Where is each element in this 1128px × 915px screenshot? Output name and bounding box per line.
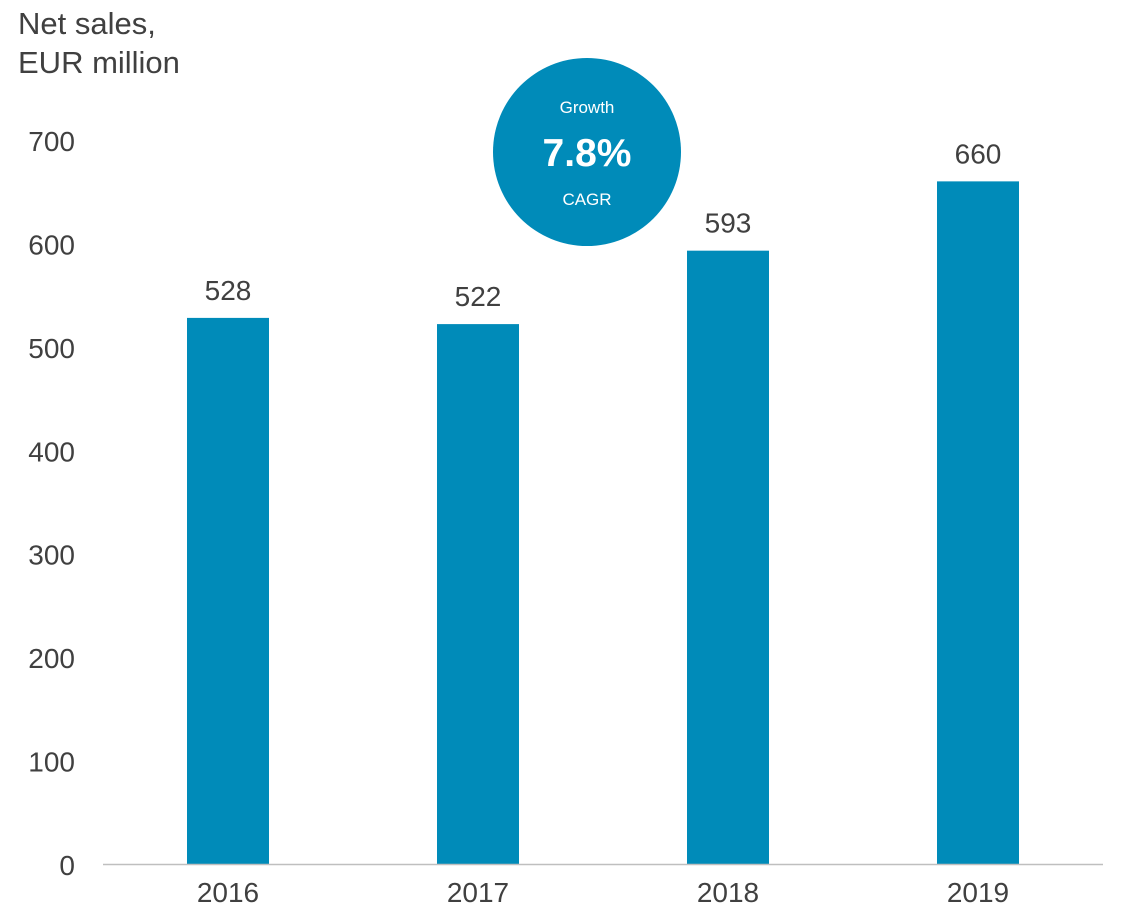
data-label-2017: 522 — [455, 281, 502, 312]
y-axis-title-line-1: Net sales, — [18, 6, 156, 41]
x-tick-label-2017: 2017 — [447, 877, 509, 908]
data-labels: 528 522 593 660 — [205, 138, 1002, 312]
bar-2018 — [687, 250, 769, 864]
badge-cagr-label: CAGR — [562, 190, 612, 209]
bars — [187, 181, 1019, 864]
x-tick-label-2016: 2016 — [197, 877, 259, 908]
bar-2016 — [187, 317, 269, 864]
y-axis-title: Net sales, EUR million — [18, 4, 180, 82]
y-axis-title-line-2: EUR million — [18, 45, 180, 80]
y-tick-label: 100 — [28, 747, 75, 778]
x-tick-label-2018: 2018 — [697, 877, 759, 908]
x-axis-ticks: 2016 2017 2018 2019 — [197, 877, 1009, 908]
y-tick-label: 500 — [28, 333, 75, 364]
y-tick-label: 600 — [28, 229, 75, 260]
bar-2019 — [937, 181, 1019, 864]
data-label-2019: 660 — [955, 138, 1002, 169]
y-axis-ticks: 0 100 200 300 400 500 600 700 — [28, 126, 75, 881]
y-tick-label: 200 — [28, 643, 75, 674]
badge-growth-value: 7.8% — [542, 132, 632, 175]
y-tick-label: 400 — [28, 436, 75, 467]
cagr-growth-badge: Growth 7.8% CAGR — [493, 58, 681, 246]
badge-growth-label: Growth — [559, 98, 615, 117]
y-tick-label: 700 — [28, 126, 75, 157]
bar-2017 — [437, 324, 519, 864]
x-tick-label-2019: 2019 — [947, 877, 1009, 908]
data-label-2016: 528 — [205, 275, 252, 306]
y-tick-label: 300 — [28, 540, 75, 571]
data-label-2018: 593 — [705, 208, 752, 239]
y-tick-label: 0 — [59, 850, 75, 881]
